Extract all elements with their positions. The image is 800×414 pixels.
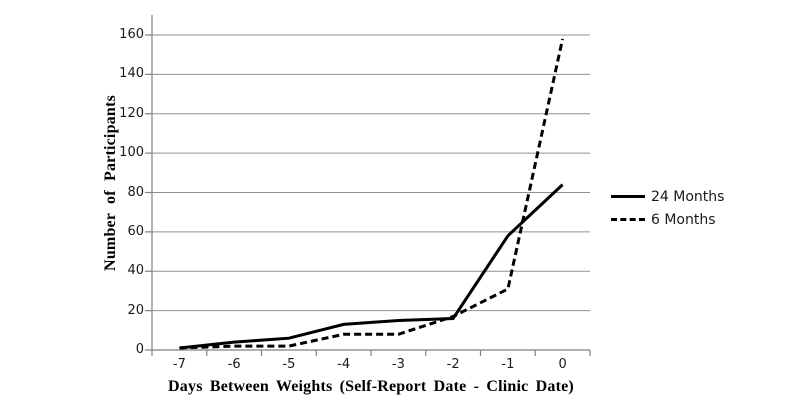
series-line-6-months xyxy=(179,38,565,350)
legend-label-6-months: 6 Months xyxy=(651,211,716,228)
dashed-line-icon xyxy=(611,218,645,221)
x-tick-label: 0 xyxy=(558,357,567,372)
x-tick-label: -7 xyxy=(172,357,186,372)
x-tick-label: -4 xyxy=(337,357,351,372)
x-tick-label: -1 xyxy=(501,357,515,372)
x-tick-label: -6 xyxy=(227,357,241,372)
y-tick-label: 20 xyxy=(127,302,144,318)
y-tick-label: 100 xyxy=(119,145,144,161)
legend: 24 Months 6 Months xyxy=(611,185,724,231)
legend-item-6-months: 6 Months xyxy=(611,208,724,231)
solid-line-icon xyxy=(611,195,645,198)
x-tick-label: -5 xyxy=(282,357,296,372)
y-tick-label: 60 xyxy=(127,223,144,239)
x-tick-label: -3 xyxy=(391,357,405,372)
y-tick-label: 40 xyxy=(127,263,144,279)
series-line-24-months xyxy=(179,183,564,350)
y-tick-label: 160 xyxy=(119,27,144,42)
y-axis-title: Number of Participants xyxy=(102,95,119,271)
legend-label-24-months: 24 Months xyxy=(651,188,725,205)
y-tick-label: 140 xyxy=(119,66,144,82)
y-tick-label: 0 xyxy=(135,342,144,357)
legend-item-24-months: 24 Months xyxy=(611,185,724,208)
y-tick-label: 120 xyxy=(119,105,144,121)
x-tick-label: -2 xyxy=(446,357,460,372)
x-axis-title: Days Between Weights (Self-Report Date -… xyxy=(168,378,574,395)
y-tick-label: 80 xyxy=(127,184,144,200)
